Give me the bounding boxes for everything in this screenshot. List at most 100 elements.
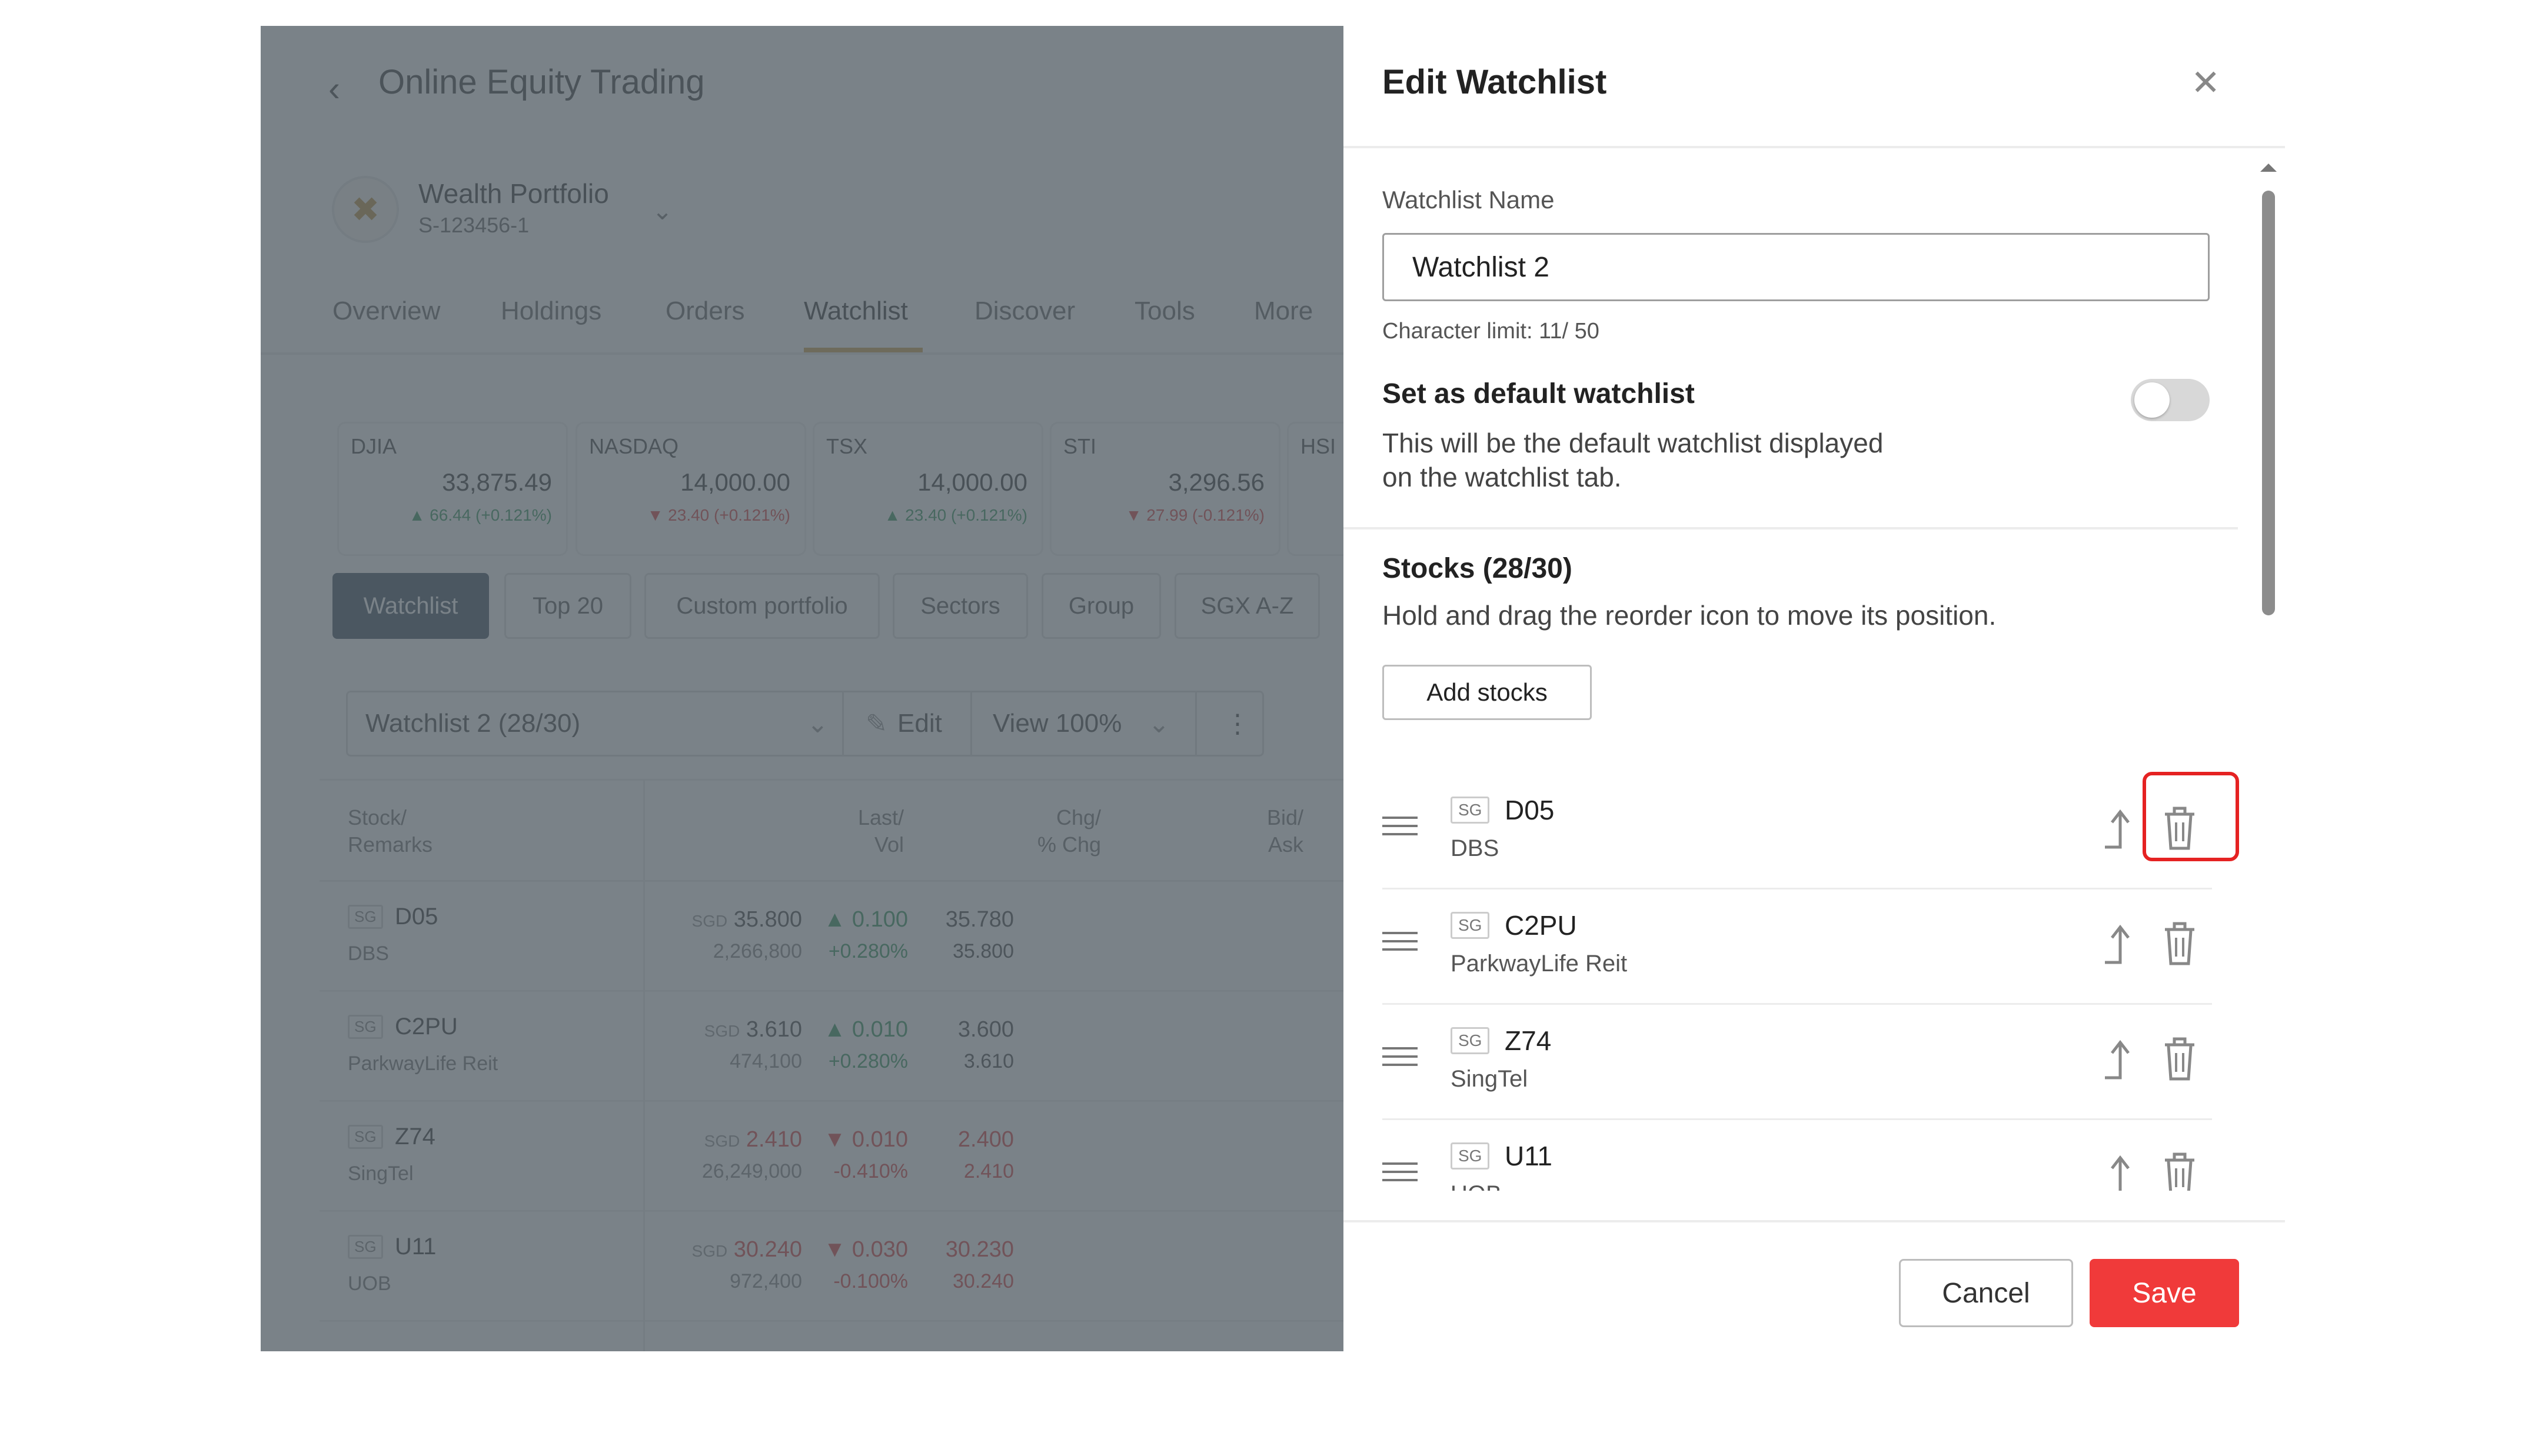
ask: 3.610 [963,1050,1014,1072]
stock-code: C2PU [395,1014,458,1039]
exchange-badge: SG [348,905,383,929]
drag-handle-icon[interactable] [1382,1047,1418,1068]
pill-group[interactable]: Group [1042,573,1161,639]
table-row[interactable]: SG Z74 SingTel SGD 2.410 26,249,000 ▼ 0.… [320,1104,1343,1212]
stock-list-item[interactable]: SG C2PU ParkwayLife Reit [1382,889,2212,1005]
pencil-icon: ✎ [866,709,887,738]
price-value: 30.240 [733,1237,802,1262]
percent-change: +0.280% [828,940,908,962]
move-to-top-icon[interactable] [2098,918,2139,971]
drag-handle-icon[interactable] [1382,817,1418,838]
price-value: 3.610 [746,1017,802,1042]
bid: 2.400 [957,1127,1014,1152]
divider [1343,527,2238,529]
move-to-top-icon[interactable] [2098,1148,2139,1191]
active-tab-indicator [804,348,923,352]
view-zoom-select[interactable]: View 100% [993,709,1122,738]
currency: SGD [691,1242,728,1260]
stock-code: U11 [395,1234,437,1260]
volume: 2,266,800 [713,940,802,962]
divider [842,692,844,755]
index-card-djia[interactable]: DJIA 33,875.49 ▲ 66.44 (+0.121%) [337,422,568,556]
divider [1343,146,2285,148]
index-card-hsi[interactable]: HSI [1287,422,1343,556]
table-row[interactable]: SG U11 UOB SGD 30.240 972,400 ▼ 0.030 -0… [320,1214,1343,1322]
page-title: Online Equity Trading [378,63,705,101]
stock-list-item[interactable]: SG Z74 SingTel [1382,1005,2212,1120]
stock-list-item[interactable]: SG D05 DBS [1382,774,2212,889]
percent-change: +0.280% [828,1050,908,1072]
trash-icon[interactable] [2159,801,2200,854]
change: ▼ 0.010 [823,1127,908,1152]
edit-button[interactable]: Edit [897,709,942,738]
chevron-down-icon[interactable]: ⌄ [807,709,829,738]
exchange-badge: SG [1451,912,1490,939]
close-icon[interactable]: ✕ [2191,63,2221,102]
scrollbar-thumb[interactable] [2262,191,2275,615]
pill-custom-portfolio[interactable]: Custom portfolio [644,573,880,639]
move-to-top-icon[interactable] [2098,1033,2139,1086]
pill-sectors[interactable]: Sectors [893,573,1028,639]
tab-more[interactable]: More [1254,296,1313,325]
price-value: 35.800 [733,907,802,932]
watchlist-select[interactable]: Watchlist 2 (28/30) [365,709,581,738]
cancel-button[interactable]: Cancel [1899,1259,2073,1327]
currency: SGD [704,1132,740,1150]
trash-icon[interactable] [2159,917,2200,969]
tab-overview[interactable]: Overview [332,296,441,325]
index-card-nasdaq[interactable]: NASDAQ 14,000.00 ▼ 23.40 (+0.121%) [576,422,806,556]
stock-name: ParkwayLife Reit [348,1052,498,1075]
header-line: Stock/ [348,805,407,829]
tab-watchlist[interactable]: Watchlist [804,296,908,325]
column-last[interactable]: Last/Vol [858,804,904,858]
pill-top-20[interactable]: Top 20 [504,573,631,639]
column-chg[interactable]: Chg/ % Chg [1037,804,1101,858]
index-change: ▲ 23.40 (+0.121%) [884,506,1027,524]
stock-name: UOB [348,1272,391,1295]
watchlist-selector-bar: Watchlist 2 (28/30) ⌄ ✎ Edit View 100% ⌄… [346,691,1264,757]
tab-holdings[interactable]: Holdings [501,296,602,325]
header-line: % Chg [1037,832,1102,857]
move-to-top-icon[interactable] [2098,802,2139,855]
column-bid[interactable]: Bid/Ask [1267,804,1303,858]
more-icon[interactable]: ⋮ [1225,709,1250,738]
tab-discover[interactable]: Discover [974,296,1076,325]
header-line: Ask [1268,832,1304,857]
add-stocks-button[interactable]: Add stocks [1382,665,1592,720]
pill-sgx-a-z[interactable]: SGX A-Z [1175,573,1320,639]
header-line: Bid/ [1267,805,1304,829]
chevron-down-icon[interactable]: ⌄ [652,197,673,225]
drag-handle-icon[interactable] [1382,1162,1418,1184]
header-line: Remarks [348,832,433,857]
volume: 972,400 [730,1270,802,1292]
last-price: SGD 35.800 [692,907,802,932]
chevron-left-icon[interactable]: ‹ [328,69,340,108]
percent-change: -0.410% [833,1160,908,1182]
scroll-up-arrow-icon[interactable] [2260,164,2277,172]
account-name[interactable]: Wealth Portfolio [418,178,609,209]
exchange-badge: SG [348,1235,383,1259]
trash-icon[interactable] [2159,1147,2200,1191]
tab-tools[interactable]: Tools [1135,296,1195,325]
watchlist-name-input[interactable] [1382,233,2210,301]
table-row[interactable]: SG D05 DBS SGD 35.800 2,266,800 ▲ 0.100 … [320,884,1343,992]
table-row[interactable]: SG C2PU ParkwayLife Reit SGD 3.610 474,1… [320,994,1343,1102]
pill-watchlist[interactable]: Watchlist [332,573,489,639]
header-line: Vol [874,832,904,857]
index-name: NASDAQ [589,434,679,458]
chevron-down-icon[interactable]: ⌄ [1148,709,1170,738]
ask: 35.800 [953,940,1014,962]
tab-orders[interactable]: Orders [666,296,745,325]
index-card-sti[interactable]: STI 3,296.56 ▼ 27.99 (-0.121%) [1050,422,1280,556]
save-button[interactable]: Save [2090,1259,2239,1327]
volume: 26,249,000 [701,1160,802,1182]
stock-name: SingTel [1451,1066,1528,1092]
column-stock[interactable]: Stock/Remarks [348,804,433,858]
index-card-tsx[interactable]: TSX 14,000.00 ▲ 23.40 (+0.121%) [813,422,1043,556]
currency: SGD [704,1022,740,1040]
trash-icon[interactable] [2159,1032,2200,1085]
default-watchlist-toggle[interactable] [2131,379,2210,421]
drag-handle-icon[interactable] [1382,932,1418,953]
change: ▼ 0.030 [823,1237,908,1262]
